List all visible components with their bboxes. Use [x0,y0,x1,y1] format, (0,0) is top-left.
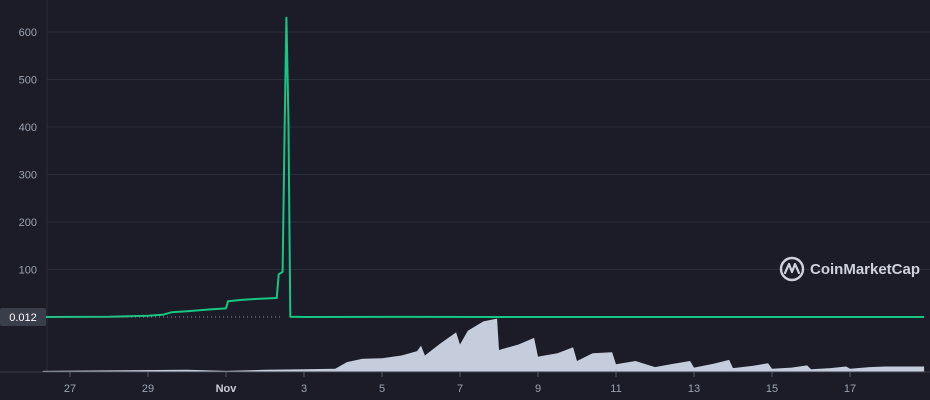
y-tick-label: 100 [19,265,37,277]
x-tick-label: 5 [379,383,385,395]
y-tick-label: 500 [19,75,37,87]
price-line [42,16,925,318]
y-tick-label: 400 [19,122,37,134]
volume-area [42,318,925,372]
current-price-label: 0.012 [9,312,37,324]
current-price-badge [0,307,46,326]
x-axis: 27 29 Nov 3 5 7 9 11 13 15 17 [0,371,930,395]
price-series [42,16,925,318]
current-price-marker: 0.012 [0,307,280,326]
y-tick-label: 600 [19,27,37,39]
y-tick-label: 300 [19,170,37,182]
coinmarketcap-logo-icon [779,256,805,282]
x-tick-label: 3 [301,383,307,395]
x-tick-label: Nov [216,383,238,395]
x-tick-label: 29 [142,383,154,395]
grid [46,0,930,372]
x-tick-label: 13 [688,383,700,395]
brand-name: CoinMarketCap [810,261,920,278]
y-axis: 100 200 300 400 500 600 [19,27,37,277]
watermark: CoinMarketCap [779,256,920,282]
x-tick-label: 17 [844,383,856,395]
x-tick-label: 9 [535,383,541,395]
x-tick-label: 7 [457,383,463,395]
x-tick-label: 27 [64,383,76,395]
y-tick-label: 200 [19,217,37,229]
x-tick-label: 11 [610,383,621,395]
x-tick-label: 15 [766,383,778,395]
volume-bars [42,318,925,372]
